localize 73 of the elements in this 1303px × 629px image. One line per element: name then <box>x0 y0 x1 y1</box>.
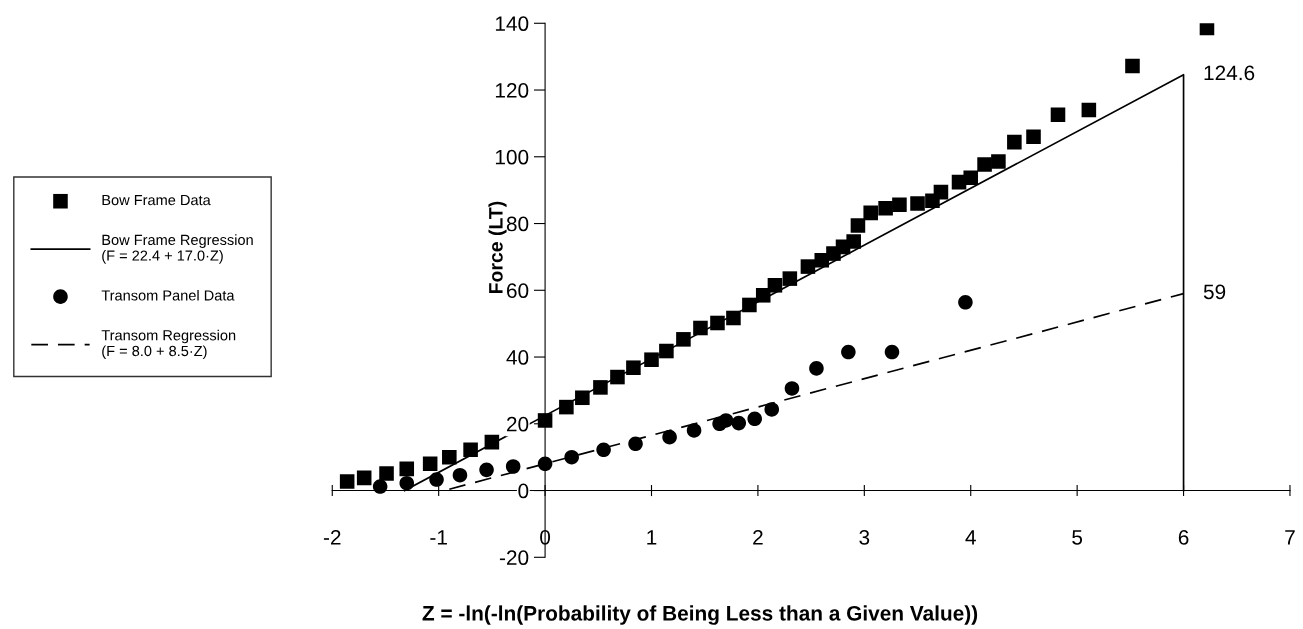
x-tick-label: 3 <box>859 529 870 545</box>
point <box>399 461 415 477</box>
point <box>764 402 780 417</box>
point <box>718 413 734 428</box>
y-tick-label: 140 <box>495 16 529 32</box>
point <box>356 470 372 486</box>
x-tick-label: 4 <box>965 530 976 545</box>
point <box>429 472 444 487</box>
y-tick-label: 40 <box>506 350 529 365</box>
point <box>479 462 494 478</box>
point <box>593 380 608 395</box>
point <box>422 456 438 472</box>
point <box>884 344 900 360</box>
point <box>626 360 641 375</box>
y-tick-label: 60 <box>507 283 529 299</box>
y-tick-label: 0 <box>518 483 529 499</box>
point <box>505 459 521 474</box>
point <box>1026 129 1041 145</box>
point <box>1050 107 1066 123</box>
y-tick-label: -20 <box>499 550 529 566</box>
point <box>892 197 907 213</box>
legend-label: Transom Regression (F = 8.0 + 8.5·Z) <box>101 329 236 360</box>
x-axis-title: Z = -ln(-ln(Probability of Being Less than a Given Value)) <box>422 605 978 625</box>
point <box>1007 134 1022 150</box>
y-tick-label: 20 <box>506 416 529 432</box>
x-tick-label: 6 <box>1178 529 1189 545</box>
point <box>339 474 355 489</box>
annotation: 59 <box>1203 284 1226 300</box>
point <box>442 449 457 465</box>
x-tick-label: 7 <box>1285 530 1295 545</box>
point <box>1081 102 1097 118</box>
point <box>863 205 878 221</box>
y-tick-label: 80 <box>506 216 529 232</box>
point <box>846 234 861 249</box>
point <box>596 442 611 458</box>
point <box>841 344 856 360</box>
x-tick-label: -2 <box>323 529 341 545</box>
x-tick-label: 1 <box>647 530 657 545</box>
point <box>933 184 949 200</box>
legend-label: Transom Panel Data <box>101 289 235 301</box>
point <box>991 154 1006 169</box>
point <box>958 295 973 310</box>
legend-label: Bow Frame Regression (F = 22.4 + 17.0·Z) <box>102 234 253 264</box>
x-tick-label: 2 <box>753 529 763 545</box>
point <box>850 218 866 233</box>
point <box>686 423 702 438</box>
point <box>800 259 816 274</box>
point <box>784 381 800 396</box>
point <box>575 390 590 406</box>
y-tick-label: 100 <box>495 149 529 165</box>
point <box>644 352 659 367</box>
point <box>379 466 394 481</box>
point <box>662 429 677 445</box>
y-tick-label: 120 <box>495 83 529 98</box>
annotation: 124.6 <box>1204 65 1255 81</box>
x-tick-label: 5 <box>1072 530 1083 545</box>
legend-label: Bow Frame Data <box>102 195 211 206</box>
point <box>910 196 925 211</box>
y-axis-title: Force (LT) <box>488 201 507 294</box>
point <box>767 277 783 293</box>
point <box>1125 58 1140 74</box>
point <box>782 271 798 286</box>
point <box>878 200 893 216</box>
point <box>676 332 691 347</box>
point <box>809 361 824 376</box>
point <box>452 467 468 483</box>
point <box>731 415 747 431</box>
point <box>564 449 579 465</box>
point <box>747 411 762 427</box>
point <box>399 475 415 491</box>
point <box>977 157 992 172</box>
x-tick-label: -1 <box>430 530 447 545</box>
point <box>963 170 979 186</box>
